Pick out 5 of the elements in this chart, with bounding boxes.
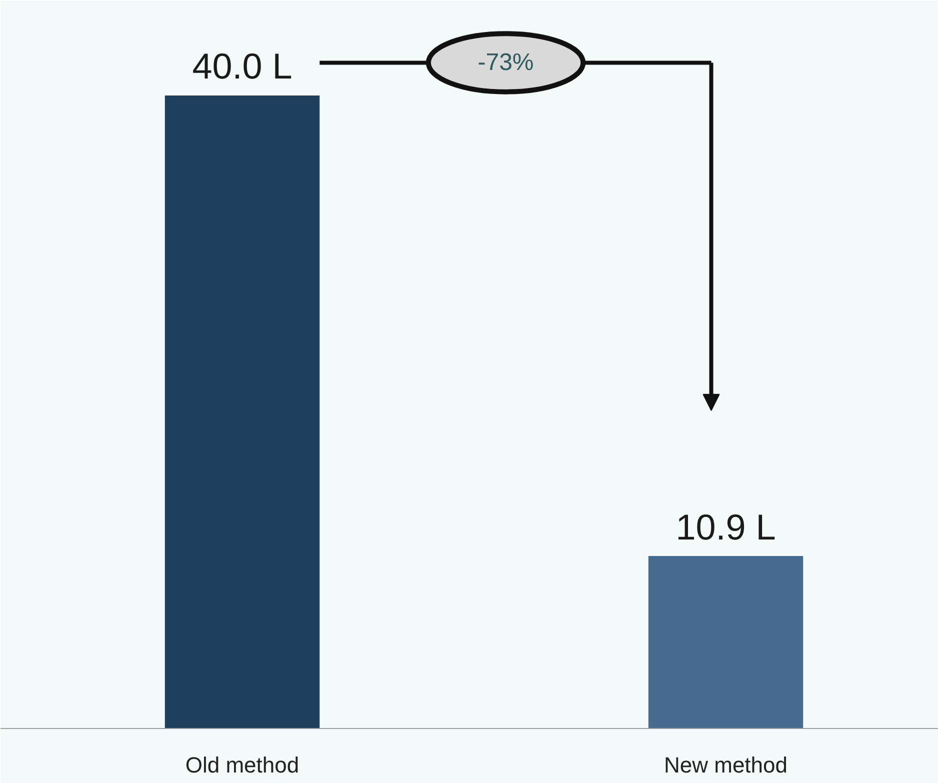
data-label: 10.9 L <box>676 506 776 548</box>
x-tick-label: Old method <box>185 752 300 778</box>
x-tick-label: New method <box>664 752 788 778</box>
text: -73% <box>478 49 534 76</box>
data-label: 40.0 L <box>192 46 292 87</box>
